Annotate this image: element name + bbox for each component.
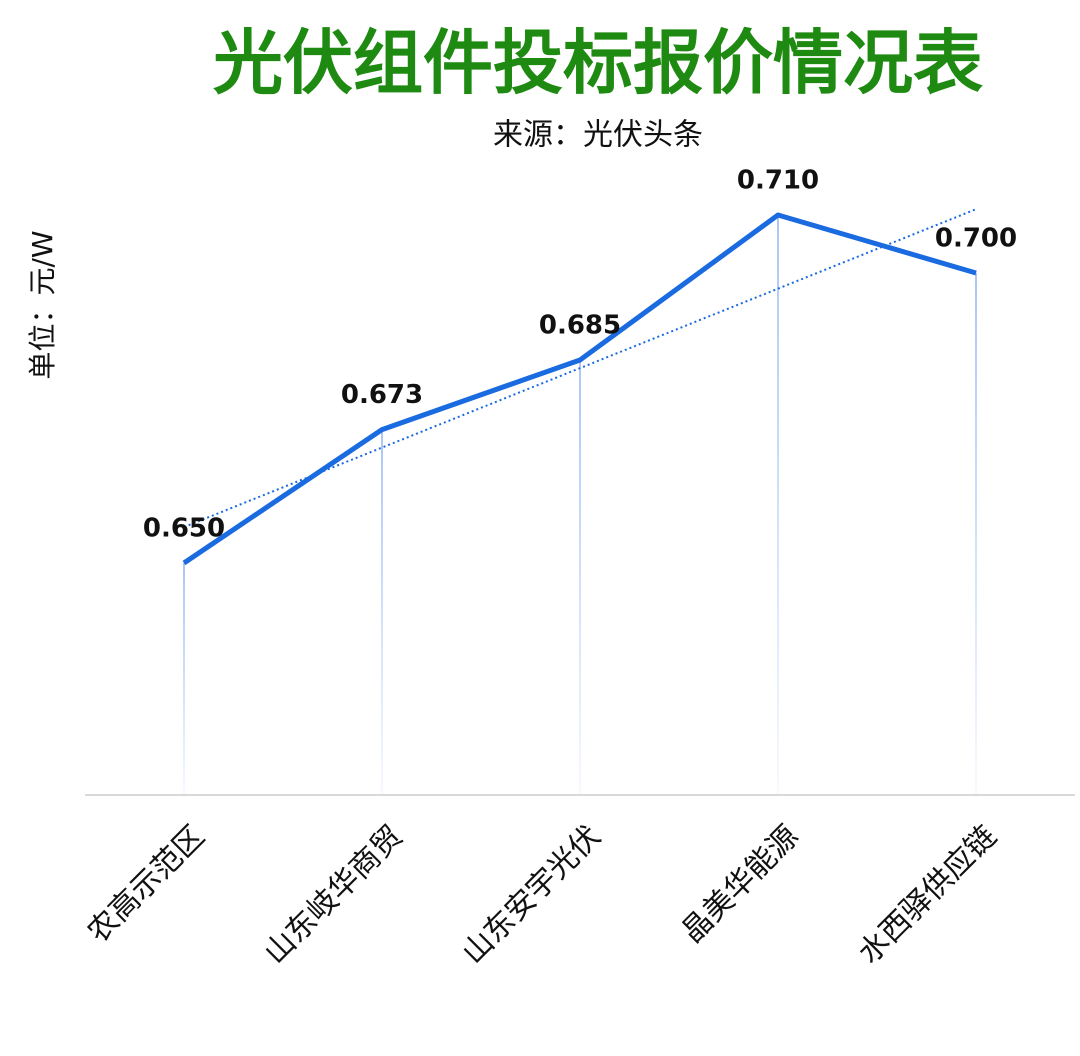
drop-line: [579, 360, 581, 795]
x-tick-label: 农高示范区: [81, 819, 212, 950]
data-label: 0.700: [935, 224, 1017, 254]
trendline: [183, 208, 977, 528]
data-line: [182, 212, 977, 566]
x-tick-label: 山东安宇光伏: [456, 819, 608, 971]
y-axis-label: 单位：元/W: [26, 230, 59, 379]
chart-title: 光伏组件投标报价情况表: [213, 22, 983, 104]
data-label: 0.685: [539, 311, 621, 341]
x-tick-label: 山东岐华商贸: [258, 819, 410, 971]
data-label: 0.650: [143, 514, 225, 544]
drop-line: [183, 563, 185, 795]
x-tick-label: 晶美华能源: [675, 819, 806, 950]
x-tick-label: 水西驿供应链: [852, 819, 1004, 971]
data-label: 0.710: [737, 166, 819, 196]
drop-line: [777, 215, 779, 795]
drop-line: [381, 429, 383, 795]
drop-line: [975, 273, 977, 795]
chart-subtitle: 来源：光伏头条: [493, 118, 703, 153]
data-label: 0.673: [341, 380, 423, 410]
